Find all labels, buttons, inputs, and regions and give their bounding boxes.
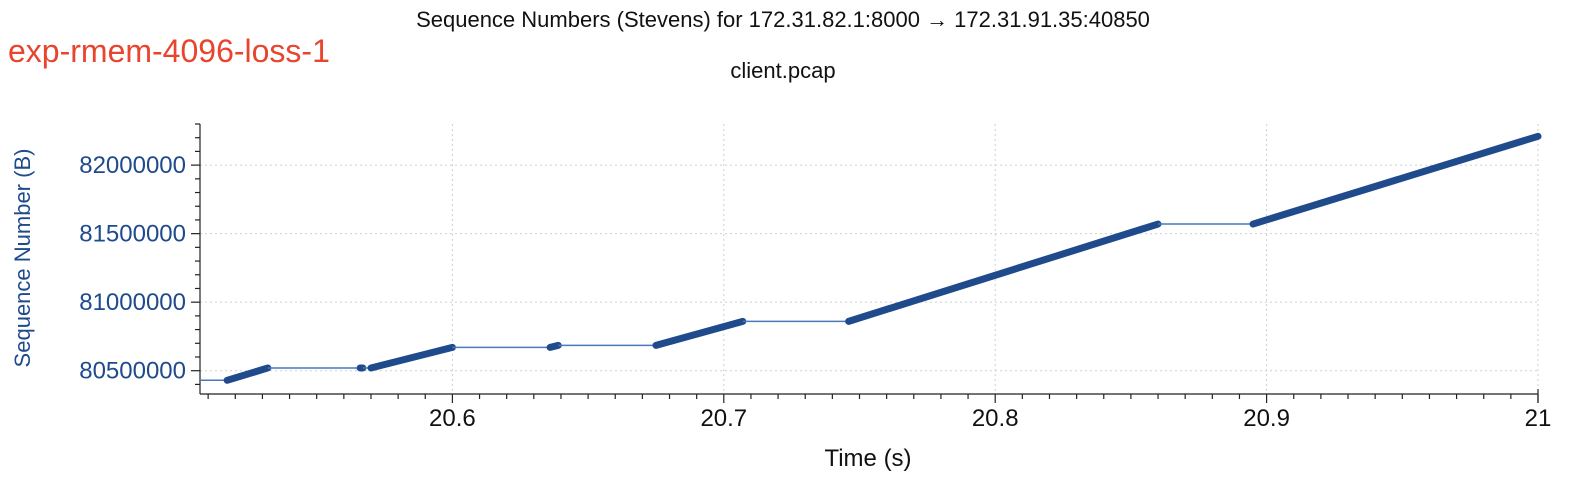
tick-labels: 20.6 20.7 20.8 20.9 21 80500000 81000000 815000…	[79, 152, 1551, 432]
chart-title: Sequence Numbers (Stevens) for 172.31.82…	[416, 7, 1150, 32]
data-series	[200, 132, 1542, 384]
data-segment-burst	[546, 341, 562, 351]
y-tick-label: 80500000	[79, 358, 186, 385]
data-segment-burst	[367, 343, 456, 372]
x-tick-label: 20.9	[1243, 405, 1290, 432]
y-axis-label: Sequence Number (B)	[10, 149, 35, 368]
data-segment-burst	[223, 364, 272, 384]
data-segment-burst	[1249, 132, 1542, 228]
x-tick-label: 21	[1525, 405, 1552, 432]
y-tick-label: 81000000	[79, 289, 186, 316]
x-tick-label: 20.7	[700, 405, 747, 432]
x-axis-label: Time (s)	[824, 445, 911, 472]
data-segment-burst	[845, 220, 1162, 325]
experiment-tag: exp-rmem-4096-loss-1	[8, 33, 330, 69]
axes	[199, 124, 1538, 395]
data-segment-burst	[652, 317, 747, 349]
chart-subtitle: client.pcap	[730, 58, 835, 83]
x-tick-label: 20.6	[429, 405, 476, 432]
y-tick-label: 82000000	[79, 152, 186, 179]
x-tick-label: 20.8	[972, 405, 1019, 432]
grid-lines	[200, 124, 1539, 394]
tick-marks	[191, 123, 1539, 403]
y-tick-label: 81500000	[79, 221, 186, 248]
